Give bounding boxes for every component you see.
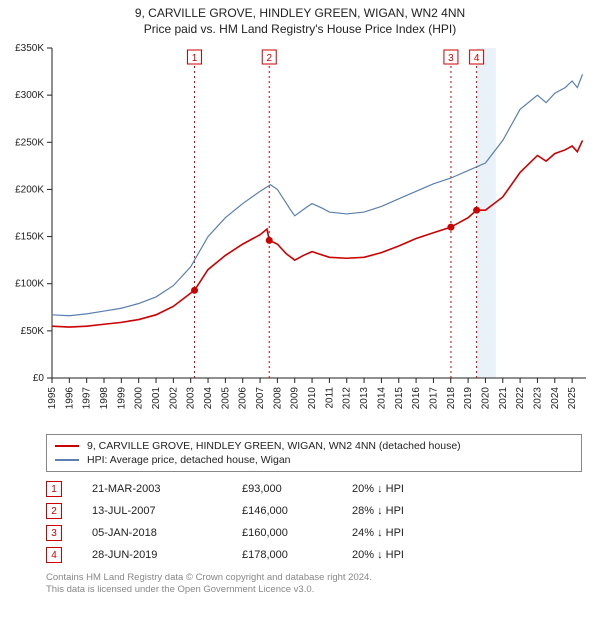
x-tick-label: 2005 bbox=[220, 387, 231, 410]
title-subtitle: Price paid vs. HM Land Registry's House … bbox=[0, 22, 600, 36]
sale-marker-number: 2 bbox=[266, 53, 272, 64]
y-tick-label: £200K bbox=[15, 184, 44, 195]
legend-swatch bbox=[55, 445, 79, 447]
sale-point bbox=[191, 287, 198, 294]
footer-line1: Contains HM Land Registry data © Crown c… bbox=[46, 572, 582, 584]
legend-swatch bbox=[55, 459, 79, 461]
x-tick-label: 2009 bbox=[290, 387, 301, 410]
x-tick-label: 2023 bbox=[532, 387, 543, 410]
x-tick-label: 2010 bbox=[307, 387, 318, 410]
legend-label: HPI: Average price, detached house, Wiga… bbox=[87, 454, 291, 466]
table-marker-box: 4 bbox=[46, 547, 62, 563]
sale-marker-number: 1 bbox=[192, 53, 198, 64]
sales-table: 121-MAR-2003£93,00020% ↓ HPI213-JUL-2007… bbox=[46, 478, 582, 566]
legend-item: 9, CARVILLE GROVE, HINDLEY GREEN, WIGAN,… bbox=[55, 439, 573, 453]
table-date: 13-JUL-2007 bbox=[92, 505, 242, 517]
series-hpi bbox=[52, 74, 583, 315]
y-tick-label: £250K bbox=[15, 137, 44, 148]
table-delta: 20% ↓ HPI bbox=[352, 549, 462, 561]
sale-marker-number: 3 bbox=[448, 53, 454, 64]
x-tick-label: 1995 bbox=[47, 387, 58, 410]
table-price: £178,000 bbox=[242, 549, 352, 561]
x-tick-label: 1999 bbox=[116, 387, 127, 410]
footer-attribution: Contains HM Land Registry data © Crown c… bbox=[46, 572, 582, 597]
y-tick-label: £150K bbox=[15, 232, 44, 243]
table-date: 05-JAN-2018 bbox=[92, 527, 242, 539]
table-delta: 28% ↓ HPI bbox=[352, 505, 462, 517]
y-tick-label: £50K bbox=[21, 326, 45, 337]
covid-band bbox=[477, 48, 496, 378]
table-marker-box: 3 bbox=[46, 525, 62, 541]
x-tick-label: 2025 bbox=[567, 387, 578, 410]
table-delta: 24% ↓ HPI bbox=[352, 527, 462, 539]
table-marker-box: 2 bbox=[46, 503, 62, 519]
x-tick-label: 2019 bbox=[463, 387, 474, 410]
x-tick-label: 2018 bbox=[446, 387, 457, 410]
table-row: 1 21-MAR-2003£93,00020% ↓ HPI bbox=[46, 478, 582, 500]
y-tick-label: £0 bbox=[33, 373, 45, 384]
chart-svg: £0 £50K £100K £150K £200K £250K £300K £350K 1995… bbox=[0, 36, 600, 426]
table-date: 28-JUN-2019 bbox=[92, 549, 242, 561]
x-tick-label: 2011 bbox=[324, 387, 335, 409]
title-address: 9, CARVILLE GROVE, HINDLEY GREEN, WIGAN,… bbox=[0, 6, 600, 20]
legend: 9, CARVILLE GROVE, HINDLEY GREEN, WIGAN,… bbox=[46, 434, 582, 472]
x-tick-label: 2017 bbox=[428, 387, 439, 410]
x-tick-label: 2020 bbox=[480, 387, 491, 410]
x-tick-label: 2007 bbox=[255, 387, 266, 410]
x-tick-label: 2016 bbox=[411, 387, 422, 410]
legend-item: HPI: Average price, detached house, Wiga… bbox=[55, 453, 573, 467]
table-marker-box: 1 bbox=[46, 481, 62, 497]
x-tick-label: 2012 bbox=[342, 387, 353, 410]
table-delta: 20% ↓ HPI bbox=[352, 483, 462, 495]
y-tick-label: £300K bbox=[15, 90, 44, 101]
table-date: 21-MAR-2003 bbox=[92, 483, 242, 495]
x-tick-label: 2000 bbox=[134, 387, 145, 410]
chart-area: £0 £50K £100K £150K £200K £250K £300K £350K 1995… bbox=[0, 36, 600, 426]
sale-marker-number: 4 bbox=[474, 53, 480, 64]
x-tick-label: 2014 bbox=[376, 387, 387, 410]
sale-point bbox=[473, 207, 480, 214]
x-tick-label: 2021 bbox=[498, 387, 509, 410]
x-tick-label: 2022 bbox=[515, 387, 526, 410]
y-tick-label: £350K bbox=[15, 43, 44, 54]
legend-label: 9, CARVILLE GROVE, HINDLEY GREEN, WIGAN,… bbox=[87, 440, 461, 452]
table-price: £146,000 bbox=[242, 505, 352, 517]
x-tick-label: 2006 bbox=[238, 387, 249, 410]
table-price: £93,000 bbox=[242, 483, 352, 495]
x-tick-label: 1998 bbox=[99, 387, 110, 410]
sale-point bbox=[266, 237, 273, 244]
x-tick-label: 2013 bbox=[359, 387, 370, 410]
x-tick-label: 2001 bbox=[151, 387, 162, 410]
sale-point bbox=[447, 224, 454, 231]
x-tick-label: 2003 bbox=[186, 387, 197, 410]
table-row: 2 13-JUL-2007£146,00028% ↓ HPI bbox=[46, 500, 582, 522]
x-tick-label: 1997 bbox=[82, 387, 93, 410]
x-tick-label: 2004 bbox=[203, 387, 214, 410]
footer-line2: This data is licensed under the Open Gov… bbox=[46, 584, 582, 596]
chart-titles: 9, CARVILLE GROVE, HINDLEY GREEN, WIGAN,… bbox=[0, 0, 600, 36]
y-tick-label: £100K bbox=[15, 279, 44, 290]
series-price_paid bbox=[52, 140, 583, 327]
x-tick-label: 2015 bbox=[394, 387, 405, 410]
x-tick-label: 2008 bbox=[272, 387, 283, 410]
x-tick-label: 2002 bbox=[168, 387, 179, 410]
x-tick-label: 2024 bbox=[550, 387, 561, 410]
table-row: 4 28-JUN-2019£178,00020% ↓ HPI bbox=[46, 544, 582, 566]
x-tick-label: 1996 bbox=[64, 387, 75, 410]
table-row: 3 05-JAN-2018£160,00024% ↓ HPI bbox=[46, 522, 582, 544]
table-price: £160,000 bbox=[242, 527, 352, 539]
